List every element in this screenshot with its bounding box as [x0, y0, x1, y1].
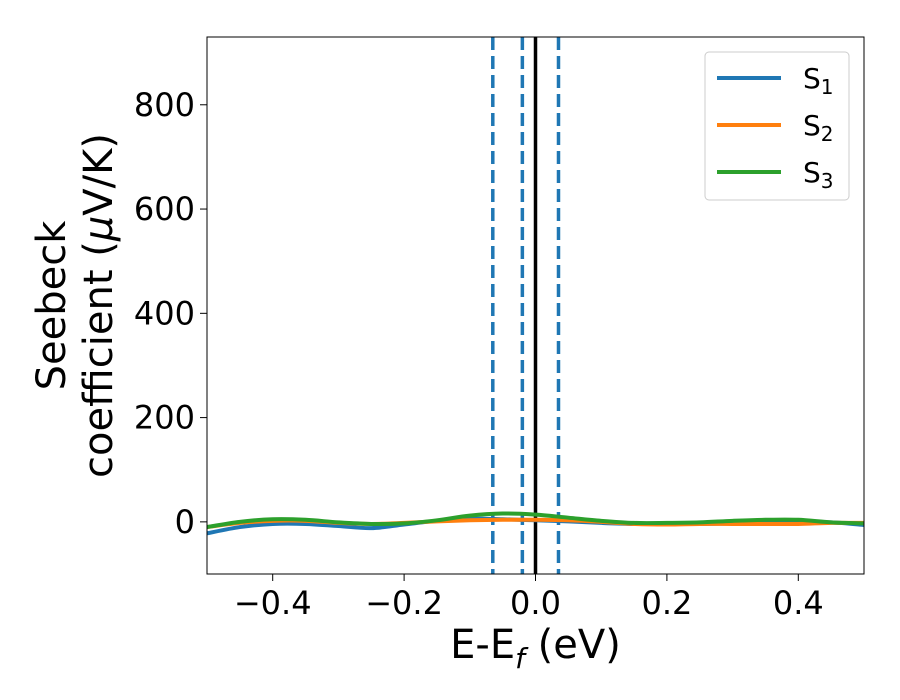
- legend-label-main: S: [803, 62, 821, 95]
- legend-label-sub: 1: [821, 75, 834, 99]
- y-tick-label: 0: [175, 503, 195, 541]
- x-tick-label: 0.0: [510, 584, 561, 622]
- legend-item-s2: S2: [717, 109, 834, 146]
- legend-label-main: S: [803, 109, 821, 142]
- series-line-s3: [207, 511, 864, 530]
- y-axis-ticks: 0 200 400 600 800: [134, 86, 207, 541]
- legend-label-sub: 2: [821, 122, 834, 146]
- legend-label-main: S: [803, 156, 821, 189]
- legend-label: S3: [803, 156, 834, 193]
- y-tick-label: 200: [134, 399, 195, 437]
- legend-item-s1: S1: [717, 62, 834, 99]
- y-axis-label-line2: coefficient (μV/K): [76, 133, 122, 478]
- legend-label: S2: [803, 109, 834, 146]
- x-tick-label: −0.4: [234, 584, 312, 622]
- y-axis-label-suffix: V/K): [76, 133, 122, 216]
- y-tick-label: 800: [134, 86, 195, 124]
- y-axis-label-prefix: coefficient (: [76, 241, 122, 478]
- vertical-reference-lines: [491, 37, 561, 574]
- series-lines: [207, 511, 864, 536]
- y-axis-label-mu: μ: [76, 216, 122, 242]
- x-axis-label-unit: (eV): [525, 622, 621, 668]
- legend-item-s3: S3: [717, 156, 834, 193]
- y-tick-label: 400: [134, 294, 195, 332]
- legend-label: S1: [803, 62, 834, 99]
- legend-label-sub: 3: [821, 169, 834, 193]
- y-tick-label: 600: [134, 190, 195, 228]
- x-tick-label: −0.2: [365, 584, 443, 622]
- x-axis-ticks: −0.4 −0.2 0.0 0.2 0.4: [234, 574, 824, 622]
- x-tick-label: 0.2: [641, 584, 692, 622]
- y-axis-label-line1: Seebeck: [29, 220, 75, 391]
- x-tick-label: 0.4: [773, 584, 824, 622]
- y-axis-label: Seebeck coefficient (μV/K): [29, 133, 122, 478]
- x-axis-label-main: E-E: [450, 622, 515, 668]
- x-axis-label: E-Ef (eV): [450, 622, 621, 675]
